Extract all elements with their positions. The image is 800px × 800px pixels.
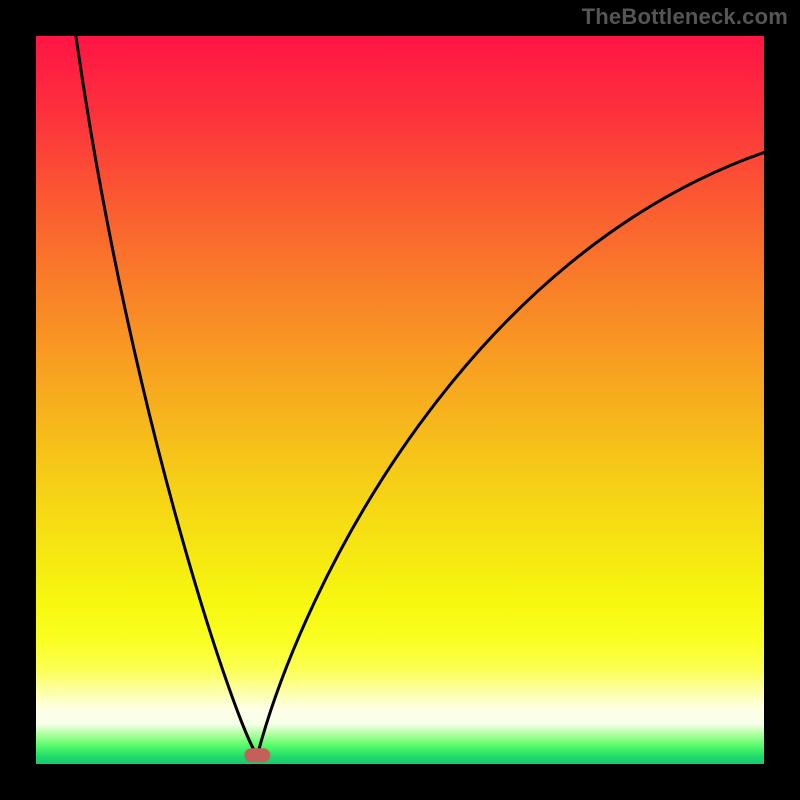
chart-frame: TheBottleneck.com xyxy=(0,0,800,800)
watermark-text: TheBottleneck.com xyxy=(582,4,788,30)
optimal-marker xyxy=(244,748,270,762)
chart-svg xyxy=(0,0,800,800)
